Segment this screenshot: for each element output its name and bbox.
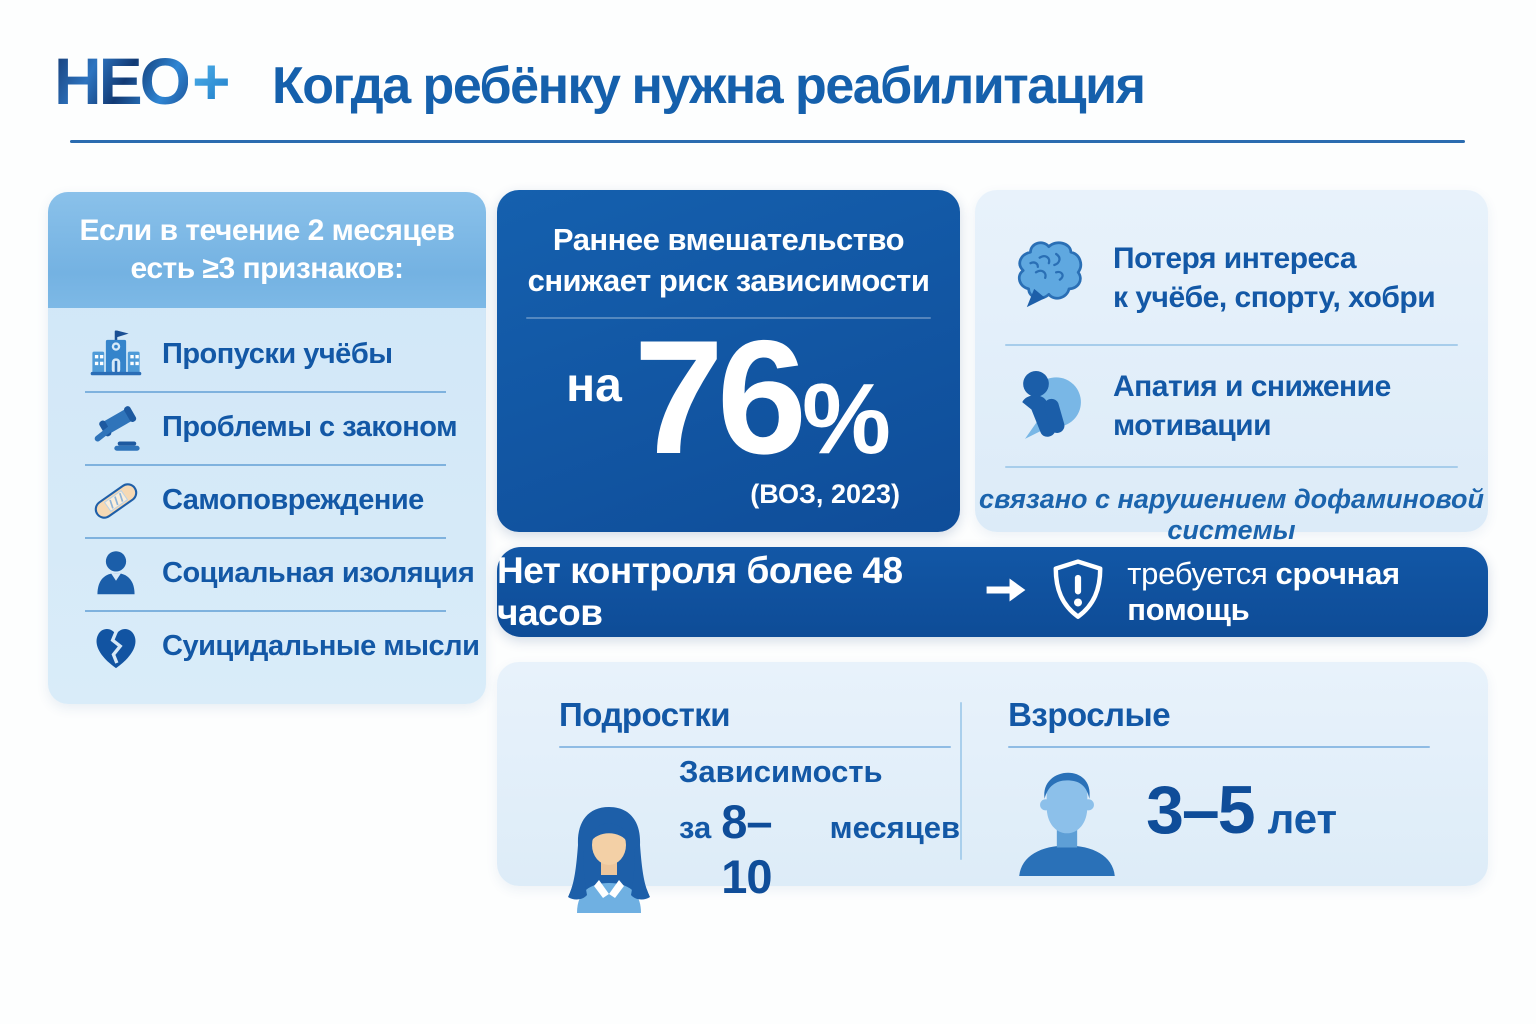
- adult-man-avatar: [1008, 754, 1126, 881]
- adults-title: Взрослые: [1008, 696, 1171, 733]
- stat-source: (ВОЗ, 2023): [750, 478, 900, 509]
- teens-prefix: за: [679, 810, 712, 845]
- person-icon: [88, 546, 144, 602]
- teens-title: Подростки: [559, 696, 731, 733]
- criteria-list: Пропуски учёбы Проблемы с з: [48, 308, 486, 683]
- list-item: Потеря интереса к учёбе, спорту, хобри: [975, 212, 1488, 344]
- percent-sign: %: [801, 362, 891, 475]
- broken-heart-icon: [88, 619, 144, 675]
- symptom-text: Апатия и снижение мотивации: [1113, 367, 1391, 445]
- list-item: Апатия и снижение мотивации: [975, 346, 1488, 466]
- criteria-item-label: Проблемы с законом: [162, 411, 458, 443]
- list-item: Социальная изоляция: [85, 537, 475, 610]
- adults-underline: [1008, 746, 1431, 748]
- criteria-header-line1: Если в течение 2 месяцев: [79, 213, 455, 247]
- stat-value: на 76 %: [497, 306, 960, 488]
- teens-value: 8–10: [721, 795, 772, 903]
- page-title: Когда ребёнку нужна реабилитация: [272, 56, 1146, 116]
- header-divider: [70, 140, 1465, 143]
- symptoms-divider: [1005, 466, 1458, 468]
- page-title-bold: Когда ребёнку: [272, 57, 621, 115]
- symptom-line2: мотивации: [1113, 409, 1272, 442]
- criteria-header-line2: есть ≥3 признаков:: [130, 252, 404, 285]
- duration-panel: Подростки: [497, 662, 1488, 913]
- alert-condition: Нет контроля более 48 часов: [497, 550, 903, 633]
- stat-number: 76: [633, 306, 807, 488]
- teens-column: Подростки: [497, 662, 960, 913]
- symptoms-panel: Потеря интереса к учёбе, спорту, хобри А…: [975, 190, 1488, 545]
- logo-plus-sign: +: [192, 44, 231, 118]
- symptoms-divider: [1005, 344, 1458, 346]
- logo-text: НЕО: [54, 44, 191, 118]
- criteria-panel: Если в течение 2 месяцев есть ≥3 признак…: [48, 192, 486, 704]
- teens-underline: [559, 746, 951, 748]
- criteria-item-label: Самоповреждение: [162, 484, 424, 516]
- bandage-icon: [88, 473, 144, 529]
- teen-girl-avatar: [559, 801, 659, 918]
- teens-text: Зависимость за 8–10 месяцев: [679, 754, 960, 904]
- criteria-item-label: Социальная изоляция: [162, 557, 475, 589]
- list-item: Самоповреждение: [85, 464, 446, 537]
- stat-divider: [526, 316, 931, 319]
- adults-text: 3–5 лет: [1146, 771, 1337, 849]
- neo-plus-logo: НЕО+: [54, 48, 231, 114]
- stat-heading-line1: Раннее вмешательство: [552, 222, 905, 257]
- school-icon: [88, 327, 144, 383]
- stat-prefix: на: [566, 358, 622, 412]
- symptom-line1: Апатия и снижение: [1113, 370, 1391, 403]
- adults-suffix: лет: [1267, 795, 1338, 842]
- column-divider: [960, 702, 963, 860]
- alert-action: требуется срочная помощь: [1127, 556, 1488, 628]
- criteria-panel-header: Если в течение 2 месяцев есть ≥3 признак…: [48, 192, 486, 308]
- adults-value: 3–5: [1146, 772, 1255, 848]
- page-title-rest: нужна реабилитация: [631, 57, 1145, 115]
- stat-heading-line2: снижает риск зависимости: [527, 262, 930, 298]
- early-intervention-panel: Раннее вмешательство снижает риск зависи…: [497, 190, 960, 532]
- teens-label: Зависимость: [679, 754, 883, 789]
- arrow-right-icon: [983, 575, 1029, 610]
- list-item: Проблемы с законом: [85, 391, 458, 464]
- symptom-line1: Потеря интереса: [1113, 242, 1357, 275]
- criteria-item-label: Суицидальные мысли: [162, 630, 480, 662]
- symptom-line2: к учёбе, спорту, хобри: [1113, 281, 1436, 314]
- list-item: Суицидальные мысли: [85, 610, 480, 683]
- brain-icon: [1003, 232, 1091, 325]
- alert-banner: Нет контроля более 48 часов требуется сро…: [497, 547, 1488, 637]
- shield-alert-icon: [1049, 558, 1107, 627]
- gavel-icon: [88, 400, 144, 456]
- teens-suffix: месяцев: [829, 810, 961, 845]
- criteria-item-label: Пропуски учёбы: [162, 338, 393, 370]
- apathy-icon: [1003, 360, 1091, 453]
- alert-action-emphasis: срочная помощь: [1127, 556, 1400, 627]
- symptom-text: Потеря интереса к учёбе, спорту, хобри: [1113, 239, 1436, 317]
- stat-heading: Раннее вмешательство снижает риск зависи…: [497, 220, 960, 302]
- list-item: Пропуски учёбы: [88, 318, 446, 391]
- dopamine-note: связано с нарушением дофаминовой системы: [979, 484, 1484, 545]
- adults-column: Взрослые 3–5 лет: [962, 662, 1488, 886]
- alert-action-prefix: требуется: [1127, 556, 1268, 591]
